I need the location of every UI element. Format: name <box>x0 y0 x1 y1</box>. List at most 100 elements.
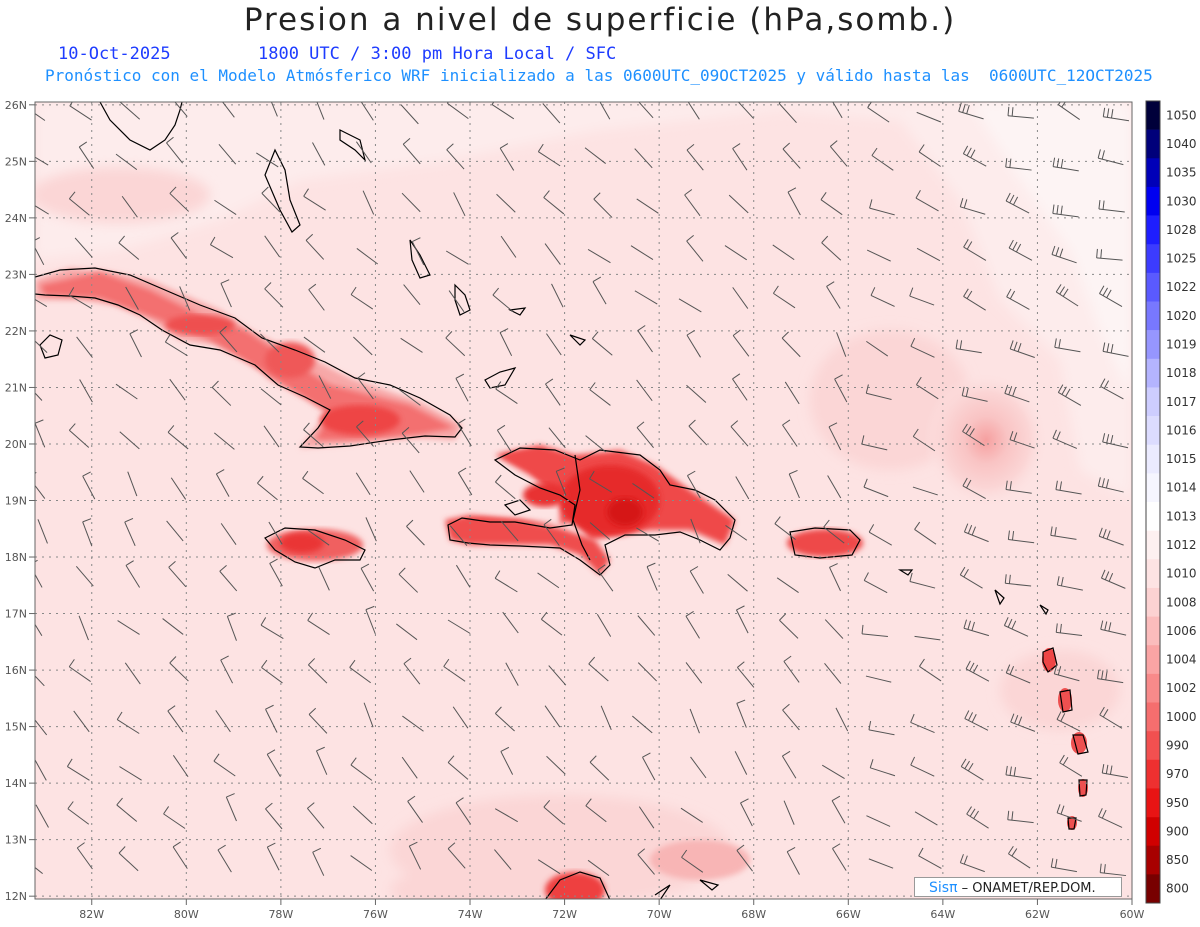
colorbar-label: 1012 <box>1166 538 1197 552</box>
colorbar-label: 1008 <box>1166 595 1197 609</box>
high-pressure-area-ne <box>970 102 1132 400</box>
colorbar-swatch <box>1146 559 1160 589</box>
pressure-colorbar: 1050 1040 1035 1030 1028 1025 1022 1020 1019 1018… <box>1145 100 1197 904</box>
colorbar-swatch <box>1146 530 1160 560</box>
lat-label: 26N <box>5 99 27 112</box>
lat-lon-grid <box>35 102 1132 899</box>
colorbar-swatch <box>1146 702 1160 732</box>
latitude-labels: 26N 25N 24N 23N 22N 21N 20N 19N 18N 17N 16N 15N 14N 1… <box>5 99 35 903</box>
colorbar-label: 1030 <box>1166 194 1197 208</box>
model-info: Pronóstico con el Modelo Atmósferico WRF… <box>45 66 1153 85</box>
lat-label: 18N <box>5 551 27 564</box>
credit-brand: Sisπ <box>929 880 958 896</box>
credit-text: – ONAMET/REP.DOM. <box>961 881 1096 896</box>
lon-label: 60W <box>1120 908 1145 921</box>
colorbar-swatch <box>1146 444 1160 474</box>
colorbar-label: 1010 <box>1166 567 1197 581</box>
map-title: Presion a nivel de superficie (hPa,somb.… <box>243 2 957 38</box>
longitude-labels: 82W 80W 78W 76W 74W 72W 70W 68W 66W 64W 62W 60W <box>79 899 1145 921</box>
lat-label: 21N <box>5 381 27 394</box>
colorbar-label: 800 <box>1166 882 1189 896</box>
colorbar-label: 1022 <box>1166 280 1197 294</box>
colorbar-label: 1019 <box>1166 337 1197 351</box>
colorbar-swatch <box>1146 817 1160 847</box>
wind-barbs <box>35 102 1130 877</box>
credit-box: Sisπ – ONAMET/REP.DOM. <box>914 877 1122 897</box>
colorbar-label: 1018 <box>1166 366 1197 380</box>
lon-label: 76W <box>363 908 388 921</box>
colorbar-swatch <box>1146 788 1160 818</box>
colorbar-swatch <box>1146 158 1160 188</box>
colorbar-label: 1040 <box>1166 137 1197 151</box>
lon-label: 72W <box>552 908 577 921</box>
forecast-date: 10-Oct-2025 <box>58 44 171 64</box>
colorbar-label: 970 <box>1166 767 1189 781</box>
colorbar-swatch <box>1146 215 1160 245</box>
colorbar-label: 1000 <box>1166 710 1197 724</box>
lat-label: 24N <box>5 212 27 225</box>
colorbar-label: 1002 <box>1166 681 1197 695</box>
lat-label: 20N <box>5 438 27 451</box>
colorbar-label: 1035 <box>1166 166 1197 180</box>
colorbar-label: 900 <box>1166 824 1189 838</box>
lat-label: 13N <box>5 834 27 847</box>
lon-label: 82W <box>79 908 104 921</box>
colorbar-label: 1028 <box>1166 223 1197 237</box>
colorbar-swatch <box>1146 759 1160 789</box>
lon-label: 74W <box>458 908 483 921</box>
colorbar-swatch <box>1146 473 1160 503</box>
colorbar-swatch <box>1146 244 1160 274</box>
colorbar-swatch <box>1146 186 1160 216</box>
colorbar-label: 1020 <box>1166 309 1197 323</box>
lat-label: 17N <box>5 608 27 621</box>
lat-label: 19N <box>5 495 27 508</box>
colorbar-label: 1025 <box>1166 252 1197 266</box>
colorbar-swatch <box>1146 272 1160 302</box>
lat-label: 15N <box>5 721 27 734</box>
colorbar-label: 990 <box>1166 738 1189 752</box>
colorbar-swatch <box>1146 129 1160 159</box>
colorbar-label: 1016 <box>1166 423 1197 437</box>
lon-label: 80W <box>174 908 199 921</box>
colorbar-swatch <box>1146 874 1160 904</box>
colorbar-label: 850 <box>1166 853 1189 867</box>
colorbar-swatch <box>1146 330 1160 360</box>
colorbar-swatch <box>1146 301 1160 331</box>
colorbar-swatch <box>1146 358 1160 388</box>
lon-label: 66W <box>836 908 861 921</box>
colorbar-swatch <box>1146 616 1160 646</box>
colorbar-swatch <box>1146 645 1160 675</box>
colorbar-label: 1014 <box>1166 481 1197 495</box>
island-pressure-fills <box>35 268 1088 899</box>
lon-label: 70W <box>647 908 672 921</box>
colorbar-label: 950 <box>1166 796 1189 810</box>
colorbar-swatch <box>1146 673 1160 703</box>
colorbar-label: 1006 <box>1166 624 1197 638</box>
low-pressure-center <box>924 372 1048 508</box>
colorbar-swatch <box>1146 731 1160 761</box>
lat-label: 23N <box>5 268 27 281</box>
lat-label: 12N <box>5 890 27 903</box>
colorbar-swatch <box>1146 387 1160 417</box>
lat-label: 22N <box>5 325 27 338</box>
colorbar-label: 1015 <box>1166 452 1197 466</box>
pressure-patches <box>35 167 1120 899</box>
colorbar-swatch <box>1146 845 1160 875</box>
lat-label: 25N <box>5 155 27 168</box>
colorbar-label: 1017 <box>1166 395 1197 409</box>
lon-label: 78W <box>268 908 293 921</box>
colorbar-label: 1004 <box>1166 653 1197 667</box>
colorbar-label: 1050 <box>1166 108 1197 122</box>
lon-label: 62W <box>1025 908 1050 921</box>
lat-label: 16N <box>5 664 27 677</box>
forecast-time: 1800 UTC / 3:00 pm Hora Local / SFC <box>258 44 617 64</box>
colorbar-swatch <box>1146 502 1160 531</box>
lon-label: 68W <box>741 908 766 921</box>
lon-label: 64W <box>930 908 955 921</box>
lat-label: 14N <box>5 777 27 790</box>
colorbar-swatch <box>1146 416 1160 446</box>
colorbar-label: 1013 <box>1166 509 1197 523</box>
colorbar-swatch <box>1146 101 1160 130</box>
colorbar-swatch <box>1146 587 1160 617</box>
